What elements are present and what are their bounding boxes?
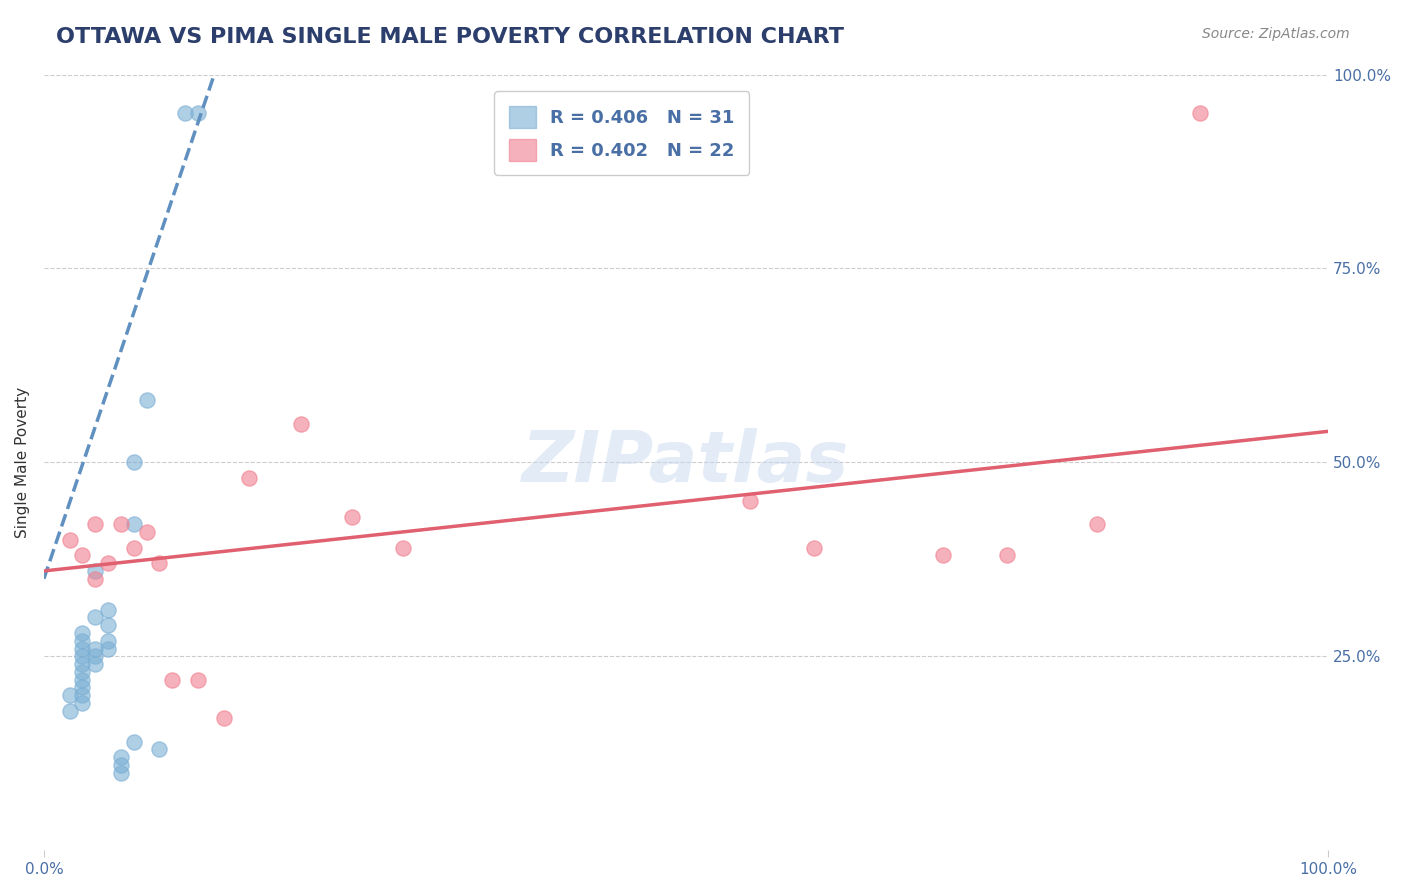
Ottawa <box>58 704 80 718</box>
Pima <box>212 711 235 725</box>
Ottawa <box>84 641 107 656</box>
Pima <box>1188 106 1211 120</box>
Pima <box>58 533 80 547</box>
Ottawa <box>84 649 107 664</box>
Ottawa <box>122 517 145 532</box>
Ottawa <box>97 603 120 617</box>
Pima <box>340 509 363 524</box>
Ottawa <box>110 765 132 780</box>
Pima <box>162 673 184 687</box>
Ottawa <box>58 688 80 702</box>
Pima <box>72 549 94 563</box>
Ottawa <box>72 633 94 648</box>
Ottawa <box>122 455 145 469</box>
Pima <box>84 517 107 532</box>
Ottawa <box>135 393 157 408</box>
Pima <box>995 549 1018 563</box>
Pima <box>392 541 415 555</box>
Pima <box>84 572 107 586</box>
Pima <box>187 673 209 687</box>
Ottawa <box>97 641 120 656</box>
Pima <box>932 549 955 563</box>
Text: ZIPatlas: ZIPatlas <box>522 428 849 497</box>
Ottawa <box>72 688 94 702</box>
Text: OTTAWA VS PIMA SINGLE MALE POVERTY CORRELATION CHART: OTTAWA VS PIMA SINGLE MALE POVERTY CORRE… <box>56 27 844 46</box>
Pima <box>1085 517 1108 532</box>
Ottawa <box>84 657 107 671</box>
Ottawa <box>84 564 107 578</box>
Ottawa <box>84 610 107 624</box>
Ottawa <box>72 665 94 679</box>
Pima <box>122 541 145 555</box>
Ottawa <box>148 742 170 756</box>
Ottawa <box>72 641 94 656</box>
Pima <box>135 525 157 540</box>
Ottawa <box>97 618 120 632</box>
Pima <box>238 471 260 485</box>
Pima <box>290 417 312 431</box>
Ottawa <box>97 633 120 648</box>
Ottawa <box>72 681 94 695</box>
Ottawa <box>174 106 197 120</box>
Legend: R = 0.406   N = 31, R = 0.402   N = 22: R = 0.406 N = 31, R = 0.402 N = 22 <box>495 91 749 175</box>
Pima <box>803 541 825 555</box>
Ottawa <box>72 649 94 664</box>
Pima <box>110 517 132 532</box>
Ottawa <box>110 750 132 764</box>
Pima <box>97 556 120 570</box>
Ottawa <box>72 657 94 671</box>
Ottawa <box>187 106 209 120</box>
Pima <box>148 556 170 570</box>
Ottawa <box>72 673 94 687</box>
Text: Source: ZipAtlas.com: Source: ZipAtlas.com <box>1202 27 1350 41</box>
Ottawa <box>72 626 94 640</box>
Ottawa <box>110 757 132 772</box>
Pima <box>740 494 762 508</box>
Ottawa <box>122 734 145 748</box>
Ottawa <box>72 696 94 710</box>
Y-axis label: Single Male Poverty: Single Male Poverty <box>15 387 30 538</box>
